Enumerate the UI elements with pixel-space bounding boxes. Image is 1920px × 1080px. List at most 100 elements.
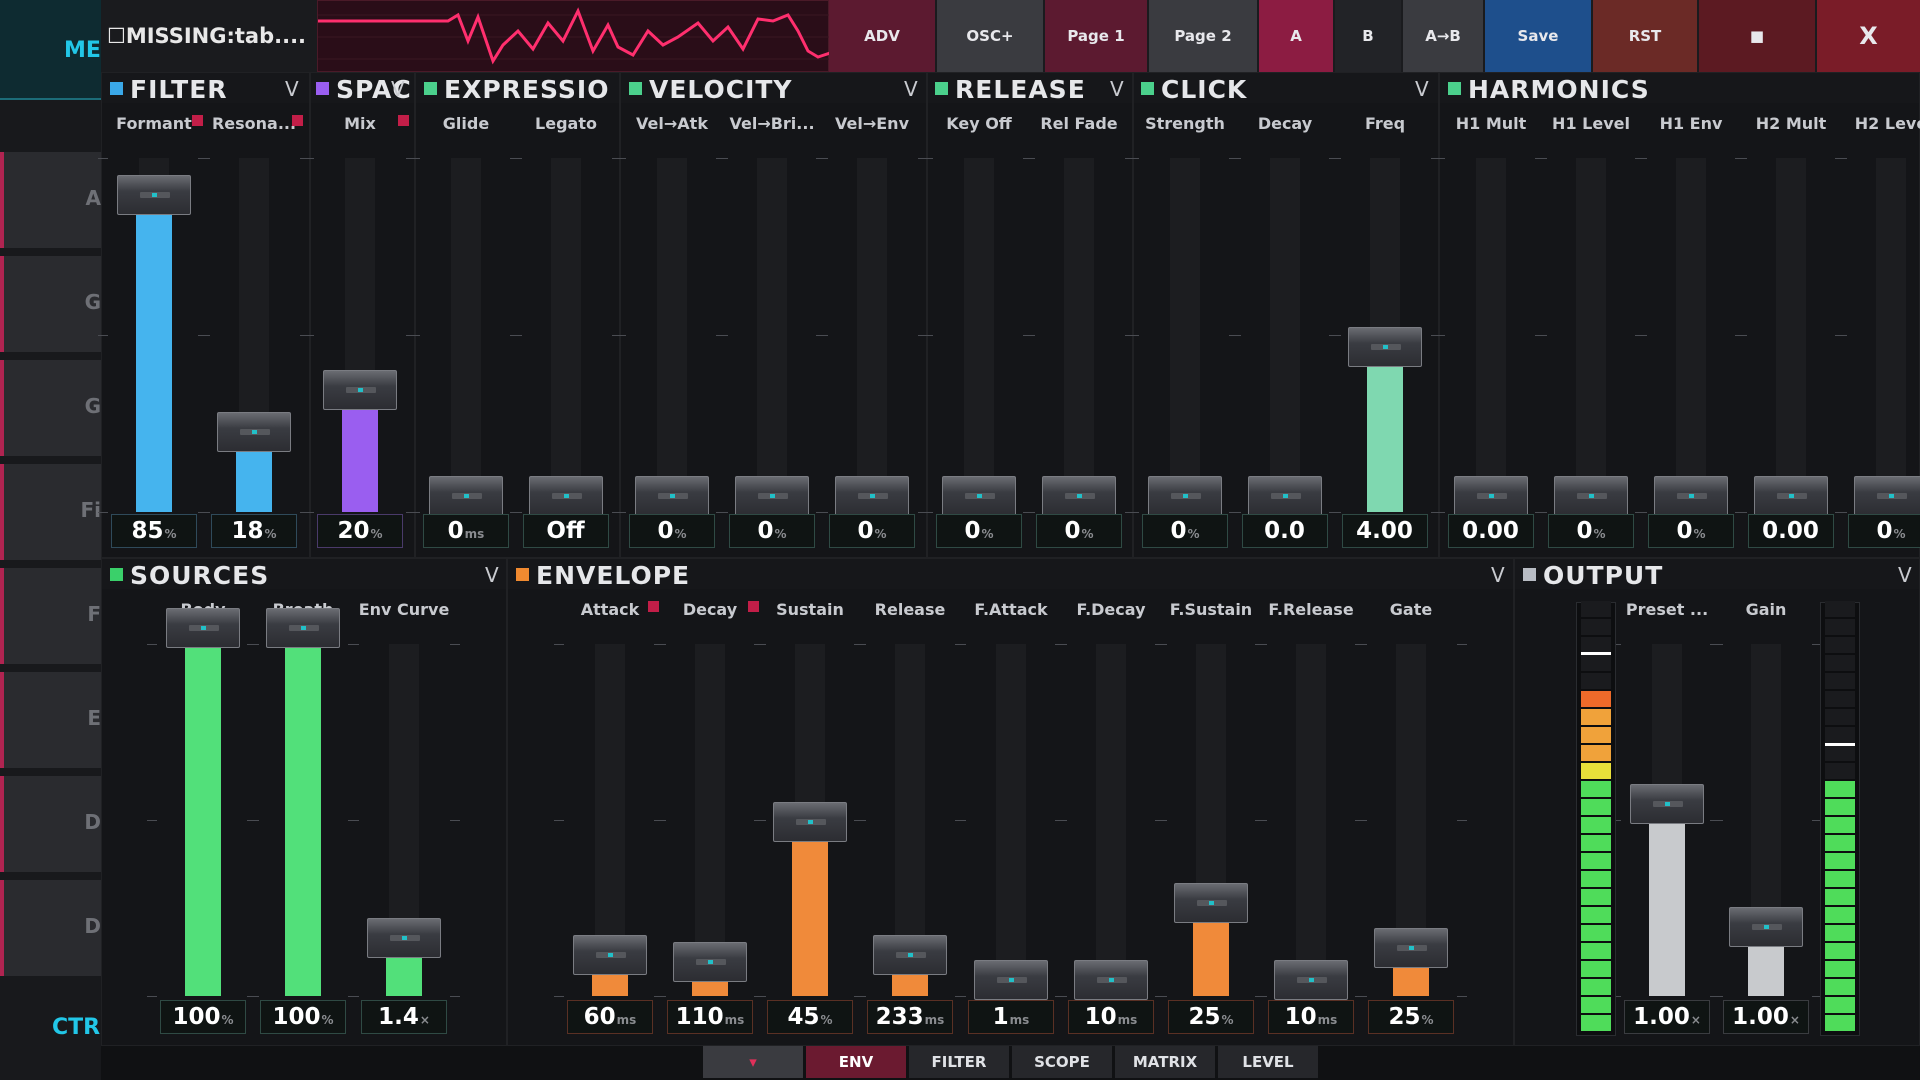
sidebar-row[interactable]: G xyxy=(0,256,101,352)
slider-track[interactable] xyxy=(1096,644,1126,996)
slider-handle[interactable] xyxy=(166,608,240,648)
sidebar-row[interactable]: Fi xyxy=(0,464,101,560)
slider-track[interactable] xyxy=(757,158,787,512)
toolbar-button-adv[interactable]: ADV xyxy=(829,0,935,72)
slider-handle[interactable] xyxy=(1042,476,1116,516)
slider-value-box[interactable]: 4.00 xyxy=(1342,514,1428,548)
collapse-chevron-icon[interactable]: V xyxy=(391,77,405,101)
bottom-tab-filter[interactable]: FILTER xyxy=(909,1046,1009,1078)
sidebar-row[interactable]: D xyxy=(0,880,101,976)
slider-value-box[interactable]: 0% xyxy=(936,514,1022,548)
collapse-chevron-icon[interactable]: V xyxy=(904,77,918,101)
slider-value-box[interactable]: 0.00 xyxy=(1448,514,1534,548)
slider-track[interactable] xyxy=(695,644,725,996)
collapse-chevron-icon[interactable]: V xyxy=(1898,563,1912,587)
stop-button[interactable]: ■ xyxy=(1699,0,1815,72)
slider-track[interactable] xyxy=(1776,158,1806,512)
slider-value-box[interactable]: 0.0 xyxy=(1242,514,1328,548)
slider-handle[interactable] xyxy=(1348,327,1422,367)
toolbar-button-save[interactable]: Save xyxy=(1485,0,1591,72)
modulation-badge-icon[interactable] xyxy=(648,601,659,612)
slider-handle[interactable] xyxy=(429,476,503,516)
slider-handle[interactable] xyxy=(1374,928,1448,968)
slider-value-box[interactable]: 20% xyxy=(317,514,403,548)
toolbar-button-page-1[interactable]: Page 1 xyxy=(1045,0,1147,72)
sidebar-row[interactable]: D xyxy=(0,776,101,872)
collapse-chevron-icon[interactable]: V xyxy=(285,77,299,101)
sources-panel-header[interactable]: SOURCES V xyxy=(102,559,506,590)
slider-handle[interactable] xyxy=(266,608,340,648)
output-panel-header[interactable]: OUTPUT V xyxy=(1515,559,1919,590)
slider-handle[interactable] xyxy=(1248,476,1322,516)
bottom-tab-env[interactable]: ENV xyxy=(806,1046,906,1078)
slider-value-box[interactable]: 0% xyxy=(1848,514,1920,548)
slider-value-box[interactable]: 0% xyxy=(629,514,715,548)
slider-track[interactable] xyxy=(451,158,481,512)
slider-handle[interactable] xyxy=(367,918,441,958)
space-panel-header[interactable]: SPAC V xyxy=(311,73,414,104)
slider-value-box[interactable]: 0% xyxy=(1036,514,1122,548)
collapse-chevron-icon[interactable]: V xyxy=(1491,563,1505,587)
modulation-badge-icon[interactable] xyxy=(292,115,303,126)
slider-value-box[interactable]: 1.4× xyxy=(361,1000,447,1034)
slider-value-box[interactable]: 1.00× xyxy=(1624,1000,1710,1034)
bottom-tab-menu[interactable]: ▾ xyxy=(703,1046,803,1078)
slider-handle[interactable] xyxy=(1148,476,1222,516)
slider-handle[interactable] xyxy=(217,412,291,452)
slider-value-box[interactable]: 0% xyxy=(1142,514,1228,548)
sidebar-row[interactable]: G xyxy=(0,360,101,456)
modulation-badge-icon[interactable] xyxy=(192,115,203,126)
slider-track[interactable] xyxy=(1576,158,1606,512)
sidebar-header[interactable]: ME xyxy=(0,0,101,100)
envelope-panel-header[interactable]: ENVELOPE V xyxy=(508,559,1513,590)
slider-handle[interactable] xyxy=(1654,476,1728,516)
slider-track[interactable] xyxy=(1876,158,1906,512)
slider-handle[interactable] xyxy=(1630,784,1704,824)
preset-title[interactable]: ☐MISSING:tab.... xyxy=(107,24,307,48)
slider-value-box[interactable]: 1.00× xyxy=(1723,1000,1809,1034)
click-panel-header[interactable]: CLICK V xyxy=(1134,73,1438,104)
slider-value-box[interactable]: 45% xyxy=(767,1000,853,1034)
sidebar-row[interactable]: E xyxy=(0,672,101,768)
collapse-chevron-icon[interactable]: V xyxy=(1415,77,1429,101)
slider-value-box[interactable]: 25% xyxy=(1168,1000,1254,1034)
slider-track[interactable] xyxy=(1270,158,1300,512)
slider-value-box[interactable]: 1ms xyxy=(968,1000,1054,1034)
slider-value-box[interactable]: 10ms xyxy=(1268,1000,1354,1034)
slider-value-box[interactable]: 0% xyxy=(829,514,915,548)
slider-track[interactable] xyxy=(1676,158,1706,512)
slider-value-box[interactable]: 110ms xyxy=(667,1000,753,1034)
slider-handle[interactable] xyxy=(323,370,397,410)
modulation-badge-icon[interactable] xyxy=(398,115,409,126)
slider-handle[interactable] xyxy=(573,935,647,975)
bottom-tab-scope[interactable]: SCOPE xyxy=(1012,1046,1112,1078)
slider-value-box[interactable]: 0ms xyxy=(423,514,509,548)
close-button[interactable]: X xyxy=(1817,0,1920,72)
slider-value-box[interactable]: 10ms xyxy=(1068,1000,1154,1034)
copy-a-to-b-button[interactable]: A→B xyxy=(1403,0,1483,72)
slider-handle[interactable] xyxy=(1454,476,1528,516)
bottom-tab-level[interactable]: LEVEL xyxy=(1218,1046,1318,1078)
slider-value-box[interactable]: 100% xyxy=(260,1000,346,1034)
slider-handle[interactable] xyxy=(1174,883,1248,923)
expression-panel-header[interactable]: EXPRESSIO xyxy=(416,73,619,104)
slider-handle[interactable] xyxy=(117,175,191,215)
slider-value-box[interactable]: 85% xyxy=(111,514,197,548)
toolbar-button-b[interactable]: B xyxy=(1335,0,1401,72)
slider-value-box[interactable]: 18% xyxy=(211,514,297,548)
slider-track[interactable] xyxy=(1296,644,1326,996)
collapse-chevron-icon[interactable]: V xyxy=(485,563,499,587)
slider-handle[interactable] xyxy=(873,935,947,975)
modulation-badge-icon[interactable] xyxy=(748,601,759,612)
toolbar-button-a[interactable]: A xyxy=(1259,0,1333,72)
slider-handle[interactable] xyxy=(635,476,709,516)
toolbar-button-rst[interactable]: RST xyxy=(1593,0,1697,72)
slider-handle[interactable] xyxy=(942,476,1016,516)
slider-handle[interactable] xyxy=(773,802,847,842)
toolbar-button-page-2[interactable]: Page 2 xyxy=(1149,0,1257,72)
slider-track[interactable] xyxy=(1064,158,1094,512)
release-panel-header[interactable]: RELEASE V xyxy=(928,73,1132,104)
filter-panel-header[interactable]: FILTER V xyxy=(102,73,309,104)
slider-handle[interactable] xyxy=(1274,960,1348,1000)
slider-track[interactable] xyxy=(551,158,581,512)
